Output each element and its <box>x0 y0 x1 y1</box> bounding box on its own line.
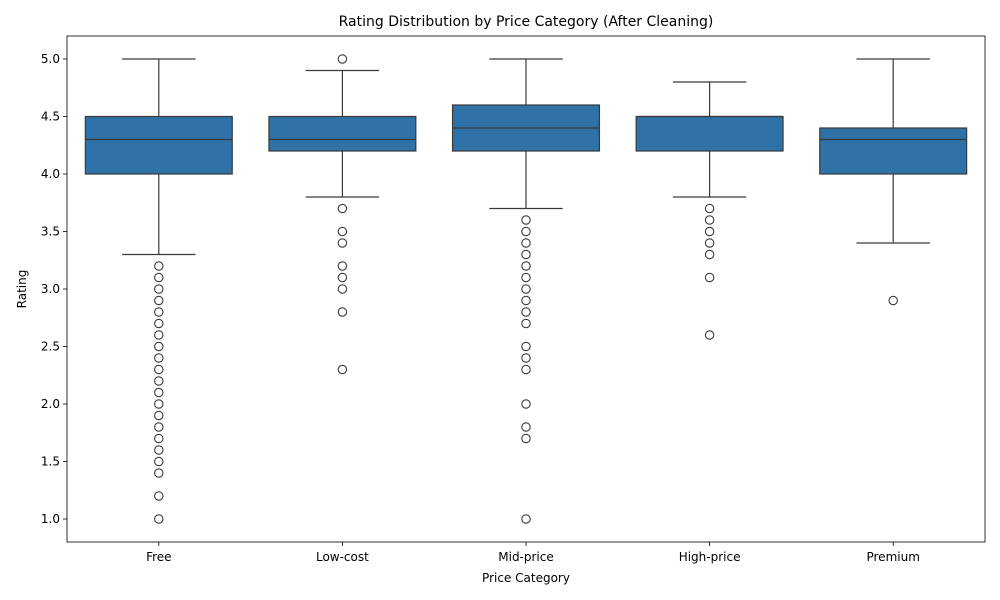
box-iqr <box>819 127 968 175</box>
outlier-point <box>337 226 348 237</box>
outlier-point <box>521 272 531 283</box>
outlier-point <box>521 341 531 352</box>
y-tick-label: 1.5 <box>41 455 60 469</box>
outlier-point <box>521 433 531 444</box>
outlier-point <box>337 238 348 248</box>
outlier-point <box>154 491 164 501</box>
outlier-point <box>521 364 531 375</box>
outlier-point <box>154 399 164 409</box>
outlier-point <box>521 261 531 271</box>
outlier-point <box>154 433 164 444</box>
x-tick-label: Premium <box>866 550 919 564</box>
outlier-point <box>337 261 348 271</box>
outlier-point <box>521 399 531 409</box>
box-group-low-cost <box>268 54 417 375</box>
x-axis-label: Price Category <box>482 571 570 585</box>
chart-title: Rating Distribution by Price Category (A… <box>339 14 714 30</box>
outlier-point <box>521 238 531 248</box>
outlier-point <box>337 364 348 375</box>
outlier-point <box>704 215 715 225</box>
x-tick-label: Mid-price <box>498 550 554 564</box>
outlier-point <box>521 353 531 363</box>
outlier-point <box>704 226 715 237</box>
x-tick-label: High-price <box>679 550 741 564</box>
box-iqr <box>635 115 784 152</box>
outlier-point <box>337 284 348 294</box>
outlier-point <box>337 54 348 64</box>
outlier-point <box>154 295 164 306</box>
outlier-point <box>154 387 164 398</box>
box-iqr <box>268 115 417 152</box>
outlier-point <box>521 422 531 432</box>
y-tick-label: 2.5 <box>41 340 60 354</box>
outlier-point <box>154 410 164 421</box>
outlier-point <box>521 215 531 225</box>
x-tick-label: Free <box>146 550 171 564</box>
outlier-point <box>154 353 164 363</box>
outlier-point <box>154 422 164 432</box>
box-group-mid-price <box>451 58 601 524</box>
outlier-point <box>154 445 164 455</box>
y-tick-label: 3.0 <box>41 282 60 296</box>
outlier-point <box>521 514 531 524</box>
box-group-high-price <box>635 81 784 340</box>
y-axis: 1.0 1.5 2.0 2.5 3.0 3.5 4.0 4.5 5.0 <box>41 52 67 526</box>
outlier-point <box>704 203 715 214</box>
y-tick-label: 5.0 <box>41 52 60 66</box>
outlier-point <box>704 272 715 283</box>
y-tick-label: 4.5 <box>41 110 60 124</box>
outlier-point <box>154 284 164 294</box>
y-tick-label: 3.5 <box>41 225 60 239</box>
x-axis: Free Low-cost Mid-price High-price Premium <box>146 542 920 564</box>
plot-area <box>84 54 968 524</box>
box-group-free <box>84 58 233 524</box>
outlier-point <box>337 203 348 214</box>
outlier-point <box>521 226 531 237</box>
y-axis-label: Rating <box>15 270 29 309</box>
outlier-point <box>888 295 898 306</box>
outlier-point <box>154 330 164 340</box>
outlier-point <box>154 307 164 317</box>
box-group-premium <box>819 58 968 306</box>
outlier-point <box>154 456 164 467</box>
outlier-point <box>521 307 531 317</box>
outlier-point <box>154 272 164 283</box>
x-tick-label: Low-cost <box>316 550 369 564</box>
outlier-point <box>337 307 348 317</box>
y-tick-label: 4.0 <box>41 167 60 181</box>
outlier-point <box>154 261 164 271</box>
outlier-point <box>337 272 348 283</box>
y-tick-label: 2.0 <box>41 397 60 411</box>
outlier-point <box>704 330 715 340</box>
outlier-point <box>704 238 715 248</box>
outlier-point <box>704 249 715 260</box>
outlier-point <box>521 249 531 260</box>
outlier-point <box>154 341 164 352</box>
outlier-point <box>154 364 164 375</box>
y-tick-label: 1.0 <box>41 512 60 526</box>
outlier-point <box>521 295 531 306</box>
box-iqr <box>84 115 233 175</box>
outlier-point <box>154 318 164 329</box>
outlier-point <box>154 376 164 386</box>
outlier-point <box>154 468 164 478</box>
outlier-point <box>521 318 531 329</box>
outlier-point <box>154 514 164 524</box>
outlier-point <box>521 284 531 294</box>
